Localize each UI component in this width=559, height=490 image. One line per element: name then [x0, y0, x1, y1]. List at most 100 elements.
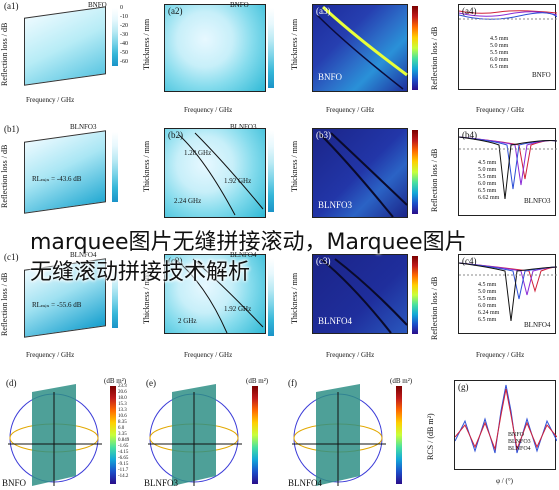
rl-min-note: RLₘᵢₙ = -55.6 dB	[32, 301, 82, 309]
panel-b1: (b1) BLNFO3 RLₘᵢₙ = -43.6 dB Reflection …	[0, 122, 140, 238]
panel-e: (e) (dB m²) BLNFO3	[140, 374, 278, 490]
panel-b3: Thickness / mm (b3) BLNFO3	[288, 122, 428, 238]
contour-lines	[174, 258, 264, 334]
panel-a2: Thickness / mm (a2) BNFO Frequency / GHz	[140, 0, 288, 118]
colorbar	[268, 130, 274, 212]
panel-a3: Thickness / mm (a3) BNFO Frequency / GHz	[288, 0, 428, 118]
panel-caption: BNFO	[2, 478, 27, 488]
panel-title: BLNFO3	[70, 123, 97, 131]
legend: 4.5 mm 5.0 mm 5.5 mm 6.0 mm 6.5 mm 6.62 mm	[478, 160, 500, 201]
colorbar	[252, 386, 258, 484]
x-axis-label: Frequency / GHz	[326, 106, 375, 114]
panel-label: (b3)	[316, 130, 331, 140]
panel-caption: BNFO	[532, 71, 551, 79]
panel-caption: BLNFO4	[524, 321, 551, 329]
y-axis-label: Thickness / mm	[142, 18, 151, 70]
annotation: 2 GHz	[178, 317, 197, 325]
x-axis-label: Frequency / GHz	[476, 106, 525, 114]
rcs-3d-scene	[8, 384, 102, 486]
rl-lines	[458, 262, 558, 322]
rl-curves	[458, 4, 558, 90]
y-axis-label: Reflection loss / dB	[430, 148, 439, 212]
panel-title: BNFO	[230, 1, 249, 9]
panel-f: (f) (dB m²) BLNFO4	[282, 374, 422, 490]
panel-b2: Thickness / mm (b2) BLNFO3 1.28 GHz 1.92…	[140, 122, 288, 238]
panel-label: (a2)	[168, 6, 183, 16]
panel-caption: BLNFO3	[524, 197, 551, 205]
panel-label: (a1)	[4, 1, 19, 11]
rcs-unit: (dB m²)	[246, 377, 269, 385]
rcs-3d-scene	[292, 384, 386, 486]
y-axis-label: Thickness / mm	[290, 18, 299, 70]
panel-label: (b4)	[462, 130, 477, 140]
panel-label: (c2)	[168, 256, 183, 266]
panel-c4: Reflection loss / dB (c4) 4.5 mm 5.0 mm 5.…	[428, 250, 559, 364]
absorption-band	[320, 258, 408, 334]
panel-a1: (a1) BNFO Frequency / GHz 0 -10 -20 -30 -40-…	[0, 0, 140, 118]
x-axis-label: Frequency / GHz	[26, 96, 75, 104]
rl-curves	[458, 128, 558, 216]
panel-c2: Thickness / mm (c2) BLNFO4 2 GHz 1.92 GH…	[140, 250, 288, 364]
rcs-unit: (dB m²)	[390, 377, 413, 385]
contour-map	[164, 254, 266, 334]
colorbar	[110, 386, 116, 484]
panel-label: (b2)	[168, 130, 183, 140]
rl-lines	[458, 10, 558, 20]
panel-label: (a4)	[462, 6, 477, 16]
y-axis-label: Thickness / mm	[142, 140, 151, 192]
panel-caption: BLNFO4	[318, 316, 353, 326]
panel-g: RCS / (dB m²) (g) BNFO BLNFO3 BLNFO4 φ / (…	[424, 374, 559, 490]
colorbar	[112, 132, 118, 202]
x-axis-label: Frequency / GHz	[326, 351, 375, 359]
panel-label: (c1)	[4, 252, 19, 262]
colorbar	[412, 130, 418, 214]
panel-b4: Reflection loss / dB (b4) 4.5 mm 5.0 mm 5.…	[428, 122, 559, 238]
colorbar-ticks: 23.3 20.6 18.0 15.3 13.3 10.6 8.35 6.0 3.35 0.849…	[118, 384, 130, 479]
panel-title: BNFO	[88, 1, 107, 9]
z-axis-label: Reflection loss / dB	[0, 22, 9, 86]
panel-c1: (c1) BLNFO4 RLₘᵢₙ = -55.6 dB Reflection …	[0, 250, 140, 364]
x-axis-label: Frequency / GHz	[26, 351, 75, 359]
3d-surface	[24, 130, 106, 214]
colorbar	[396, 386, 402, 484]
contour-map	[312, 4, 408, 92]
contour-map	[312, 254, 408, 334]
panel-caption: BLNFO3	[318, 200, 353, 210]
annotation: 1.92 GHz	[224, 305, 252, 313]
absorption-band	[318, 132, 408, 218]
annotation: 1.92 GHz	[224, 177, 252, 185]
rcs-3d-scene	[148, 384, 242, 486]
panel-caption: BNFO	[318, 72, 343, 82]
panel-label: (f)	[288, 378, 297, 388]
colorbar	[112, 260, 118, 328]
legend: BNFO BLNFO3 BLNFO4	[508, 432, 531, 452]
panel-title: BLNFO4	[230, 251, 257, 259]
panel-label: (c4)	[462, 256, 477, 266]
colorbar	[268, 258, 274, 336]
x-axis-label: Frequency / GHz	[476, 351, 525, 359]
x-axis-label: Frequency / GHz	[184, 106, 233, 114]
panel-label: (c3)	[316, 256, 331, 266]
rl-min-note: RLₘᵢₙ = -43.6 dB	[32, 175, 82, 183]
legend: 4.5 mm 5.0 mm 5.5 mm 6.0 mm 6.24 mm 6.5 mm	[478, 282, 500, 323]
annotation: 2.24 GHz	[174, 197, 202, 205]
panel-caption: BLNFO3	[144, 478, 179, 488]
z-axis-label: Reflection loss / dB	[0, 144, 9, 208]
contour-map	[164, 4, 266, 92]
rcs-lines	[454, 384, 558, 454]
panel-label: (d)	[6, 378, 17, 388]
overlay-caption: marquee图片无缝拼接滚动，Marquee图片 无缝滚动拼接技术解析	[30, 228, 467, 288]
panel-caption: BLNFO4	[288, 478, 323, 488]
contour-lines	[178, 132, 264, 216]
y-axis-label: Thickness / mm	[290, 140, 299, 192]
overlay-line-2: 无缝滚动拼接技术解析	[30, 260, 251, 285]
rl-curves	[458, 254, 558, 334]
panel-title: BLNFO3	[230, 123, 257, 131]
rl-lines	[458, 136, 558, 200]
colorbar	[412, 6, 418, 90]
panel-label: (g)	[458, 382, 469, 392]
3d-surface	[24, 6, 106, 86]
panel-label: (a3)	[316, 6, 331, 16]
y-axis-label: RCS / (dB m²)	[426, 413, 435, 460]
rcs-unit: (dB m²)	[104, 377, 127, 385]
